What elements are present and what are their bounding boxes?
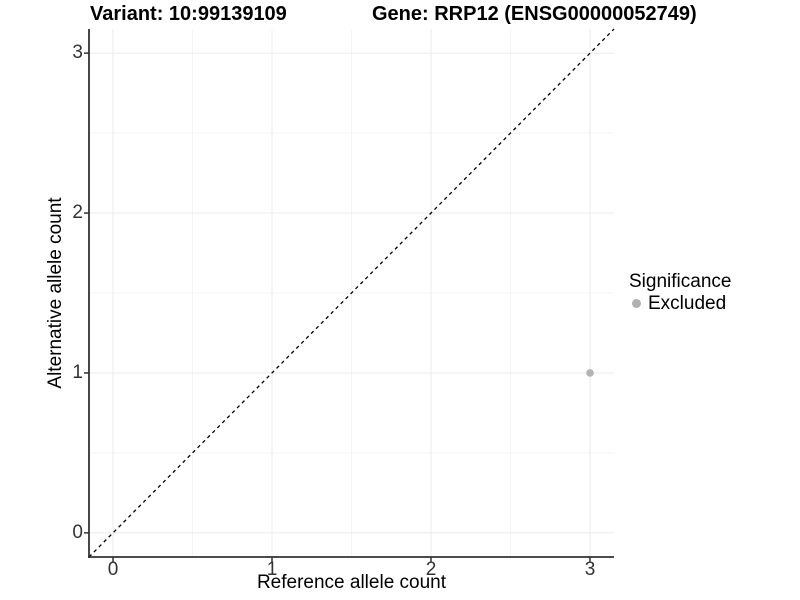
legend-item-label: Excluded xyxy=(648,293,727,314)
legend-key-dot-icon xyxy=(632,299,641,308)
x-axis-title: Reference allele count xyxy=(256,572,447,593)
x-tick-label: 2 xyxy=(425,559,437,580)
y-axis-title: Alternative allele count xyxy=(45,197,66,389)
x-tick-label: 1 xyxy=(266,559,278,580)
y-tick-label: 2 xyxy=(72,202,83,224)
identity-dashed-line xyxy=(88,28,615,558)
data-point xyxy=(586,369,594,377)
plot-title-gene: Gene: RRP12 (ENSG00000052749) xyxy=(372,3,697,25)
x-tick-label: 0 xyxy=(107,559,119,580)
x-tick-label: 3 xyxy=(584,559,596,580)
legend: Significance Excluded xyxy=(629,270,731,314)
legend-items: Excluded xyxy=(629,293,731,314)
plot-title-variant: Variant: 10:99139109 xyxy=(90,3,287,25)
legend-item: Excluded xyxy=(629,293,731,314)
y-tick-label: 1 xyxy=(72,361,83,383)
y-tick-label: 3 xyxy=(72,42,83,64)
y-tick-label: 0 xyxy=(72,521,83,543)
legend-title: Significance xyxy=(629,271,732,292)
